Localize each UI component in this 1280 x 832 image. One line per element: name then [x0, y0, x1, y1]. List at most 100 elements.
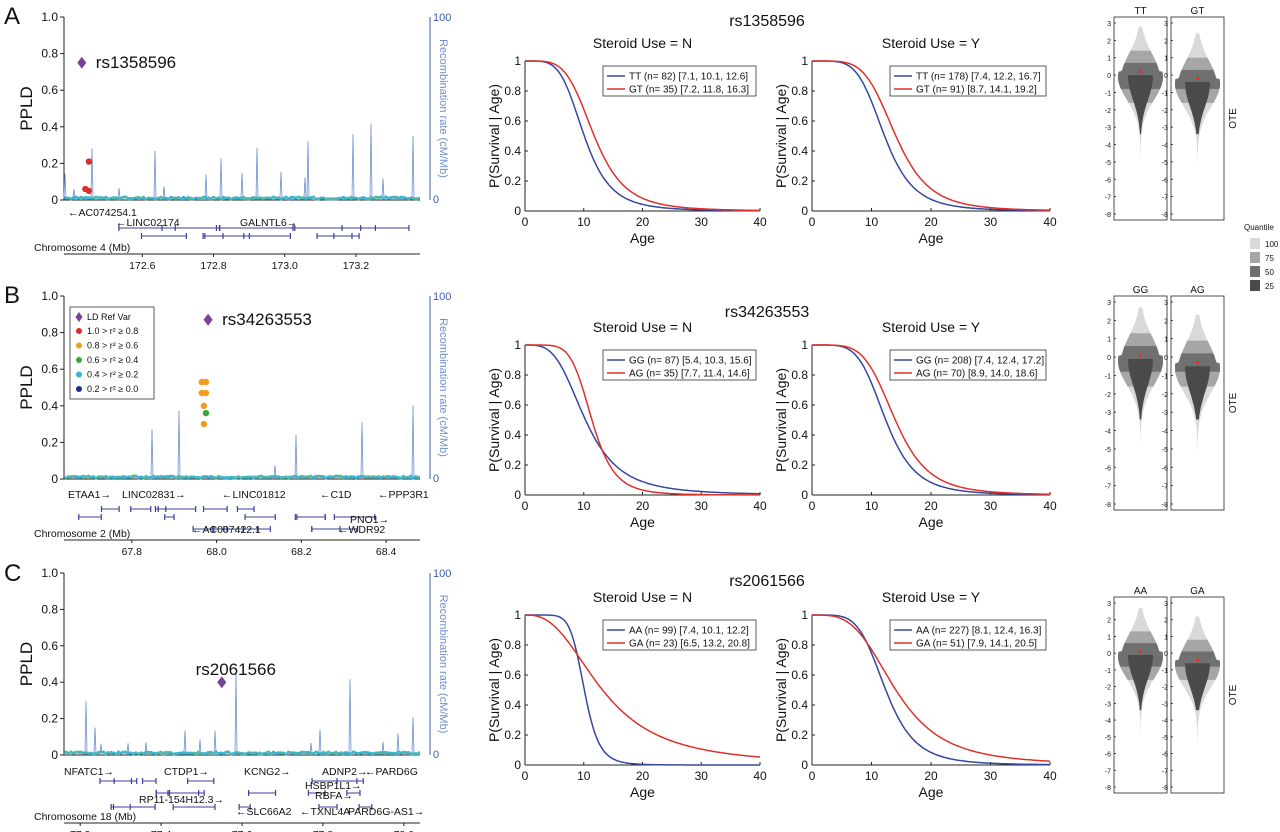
- snp-point-low-ld: [271, 750, 276, 754]
- snp-point-low-ld: [151, 474, 156, 478]
- locus-y-tick-label: 0.6: [41, 83, 58, 97]
- snp-point-low-ld: [389, 195, 393, 200]
- survival-y-label: P(Survival | Age): [486, 368, 502, 472]
- snp-point-low-ld: [284, 752, 288, 756]
- ld-legend-swatch: [76, 357, 82, 363]
- survival-snp-title: rs34263553: [725, 304, 810, 321]
- snp-point-low-ld: [369, 751, 373, 755]
- violin-tick-label: 0: [1164, 355, 1168, 362]
- snp-point-low-ld: [359, 474, 363, 479]
- snp-point-low-ld: [66, 752, 71, 756]
- gene-label: ←LINC01812: [222, 489, 286, 501]
- snp-point-low-ld: [249, 475, 253, 479]
- snp-point-low-ld: [231, 196, 236, 200]
- snp-point-low-ld: [264, 751, 268, 755]
- snp-point-low-ld: [66, 196, 71, 200]
- snp-point-low-ld: [406, 750, 411, 755]
- chromosome-tick-label: 77.8: [313, 829, 334, 832]
- violin-tick-label: 1: [1107, 56, 1111, 63]
- chromosome-label: Chromosome 18 (Mb): [34, 811, 136, 823]
- snp-point-low-ld: [251, 476, 256, 480]
- snp-point-low-ld: [71, 474, 76, 479]
- snp-point-low-ld: [346, 751, 351, 756]
- snp-point-low-ld: [396, 196, 401, 201]
- snp-point-low-ld: [171, 474, 176, 479]
- snp-point-low-ld: [254, 751, 258, 755]
- ld-legend-title: LD Ref Var: [87, 312, 131, 322]
- snp-point-low-ld: [249, 196, 253, 201]
- snp-point-low-ld: [339, 196, 343, 200]
- snp-point-low-ld: [106, 197, 111, 201]
- ld-legend-swatch: [76, 371, 82, 378]
- violin-tick-label: 3: [1164, 601, 1168, 608]
- snp-point-low-ld: [139, 475, 143, 479]
- snp-point-low-ld: [341, 476, 346, 480]
- gene-label: HSBP1L1→: [305, 780, 362, 792]
- snp-point-low-ld: [306, 196, 311, 200]
- snp-point-low-ld: [111, 475, 116, 480]
- lead-snp-diamond: [77, 56, 87, 69]
- snp-point-low-ld: [176, 474, 181, 479]
- violin-tick-label: -5: [1162, 447, 1168, 454]
- violin-tick-label: -7: [1105, 195, 1111, 202]
- survival-y-tick-label: 0.2: [504, 458, 521, 472]
- violin-tick-label: 1: [1164, 634, 1168, 641]
- snp-point-low-ld: [339, 751, 343, 755]
- survival-legend-box: [602, 349, 757, 381]
- violin-tick-label: -1: [1162, 668, 1168, 675]
- violin-tick-label: 0: [1164, 73, 1168, 80]
- snp-point-low-ld: [211, 195, 216, 199]
- survival-y-tick-label: 0.6: [504, 668, 521, 682]
- ld-legend-item: 0.4 > r² ≥ 0.2: [87, 370, 138, 380]
- snp-point-low-ld: [204, 195, 208, 200]
- snp-point-low-ld: [216, 474, 221, 479]
- snp-point-low-ld: [376, 475, 381, 479]
- snp-point-low-ld: [261, 752, 266, 756]
- snp-point-low-ld: [314, 474, 318, 478]
- violin-panel: GG 3 2 1 0 -1 -2 -3 -4 -5 -6 -7 -8: [1105, 285, 1168, 511]
- violin-tick-label: -7: [1105, 484, 1111, 491]
- snp-point-low-ld: [406, 475, 411, 479]
- snp-point-low-ld: [296, 195, 301, 199]
- survival-y-tick-label: 0: [514, 488, 521, 502]
- snp-point-low-ld: [326, 475, 331, 479]
- snp-point-low-ld: [134, 474, 138, 478]
- snp-point-low-ld: [186, 475, 191, 480]
- survival-legend-item: AA (n= 99) [7.4, 10.1, 12.2]: [629, 626, 749, 637]
- violin-quantile-band: [1128, 75, 1153, 135]
- snp-point-low-ld: [376, 751, 381, 755]
- survival-x-tick-label: 10: [865, 769, 879, 783]
- survival-x-tick-label: 10: [577, 215, 591, 229]
- quantile-label: 75: [1265, 254, 1274, 263]
- snp-point-low-ld: [321, 750, 326, 755]
- snp-point-low-ld: [71, 751, 76, 755]
- lead-snp-label: rs34263553: [222, 310, 312, 329]
- snp-point: [200, 420, 208, 428]
- snp-point-low-ld: [316, 751, 321, 755]
- violin-tick-label: -5: [1162, 735, 1168, 742]
- violin-tick-label: 0: [1107, 651, 1111, 658]
- snp-point-low-ld: [111, 196, 116, 200]
- violin-title: GA: [1190, 586, 1205, 597]
- chromosome-tick-label: 172.6: [129, 260, 155, 272]
- locus-y-tick-label: 0: [51, 193, 58, 207]
- snp-point-low-ld: [251, 195, 256, 200]
- snp-point-low-ld: [116, 197, 121, 201]
- snp-point-low-ld: [406, 197, 411, 201]
- violin-panel: AG 3 2 1 0 -1 -2 -3 -4 -5 -6 -7 -8 OTE: [1162, 285, 1239, 511]
- snp-point-low-ld: [154, 751, 158, 756]
- survival-title: Steroid Use = Y: [882, 35, 981, 51]
- snp-point-low-ld: [81, 474, 86, 478]
- snp-point-low-ld: [156, 196, 161, 200]
- snp-point-low-ld: [266, 475, 271, 479]
- snp-point-low-ld: [229, 197, 233, 201]
- violin-tick-label: 2: [1107, 38, 1111, 45]
- survival-y-tick-label: 0.2: [791, 728, 808, 742]
- locus-y-tick-label: 1.0: [41, 566, 58, 580]
- snp-point-low-ld: [226, 476, 231, 480]
- lead-snp-label: rs2061566: [196, 660, 276, 679]
- survival-legend-item: GT (n= 35) [7.2, 11.8, 16.3]: [629, 85, 749, 96]
- survival-x-tick-label: 40: [1043, 215, 1057, 229]
- snp-point-low-ld: [344, 196, 348, 200]
- survival-x-label: Age: [630, 230, 655, 246]
